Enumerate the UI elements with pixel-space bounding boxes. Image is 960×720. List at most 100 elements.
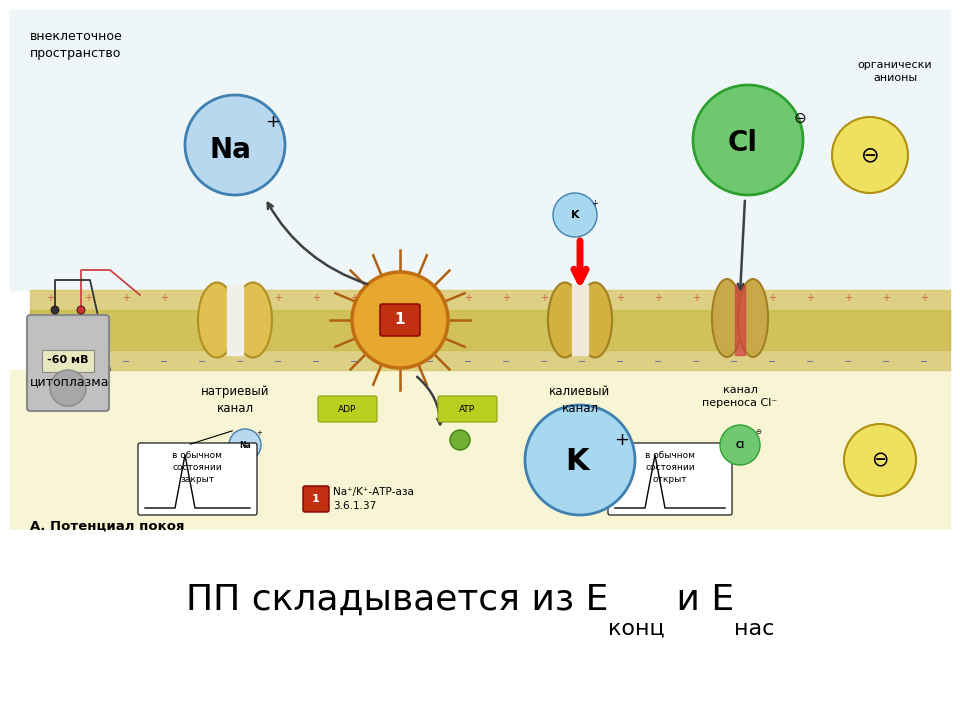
Circle shape	[51, 306, 59, 314]
Text: Cl: Cl	[735, 441, 745, 449]
Text: ⊖: ⊖	[756, 429, 761, 435]
Ellipse shape	[198, 282, 236, 358]
Text: +: +	[84, 293, 92, 303]
Text: −: −	[236, 357, 244, 367]
Circle shape	[832, 117, 908, 193]
Text: −: −	[616, 357, 624, 367]
Text: +: +	[266, 113, 280, 131]
Text: −: −	[844, 357, 852, 367]
Text: +: +	[502, 293, 510, 303]
Text: +: +	[730, 293, 738, 303]
Text: −: −	[312, 357, 320, 367]
Text: -60 мВ: -60 мВ	[47, 355, 88, 365]
Text: −: −	[274, 357, 282, 367]
FancyBboxPatch shape	[318, 396, 377, 422]
Text: +: +	[350, 293, 358, 303]
Text: −: −	[502, 357, 510, 367]
Text: +: +	[464, 293, 472, 303]
Text: −: −	[654, 357, 662, 367]
Text: +: +	[844, 293, 852, 303]
Text: цитоплазма: цитоплазма	[30, 375, 109, 388]
Text: натриевый
канал: натриевый канал	[201, 385, 269, 415]
Text: −: −	[920, 357, 928, 367]
Text: +: +	[122, 293, 130, 303]
Text: +: +	[160, 293, 168, 303]
FancyBboxPatch shape	[608, 443, 732, 515]
Text: +: +	[616, 293, 624, 303]
Text: и Е: и Е	[664, 583, 733, 617]
Text: +: +	[768, 293, 776, 303]
Text: +: +	[578, 293, 586, 303]
Text: +: +	[806, 293, 814, 303]
Text: −: −	[122, 357, 130, 367]
Text: А. Потенциал покоя: А. Потенциал покоя	[30, 520, 184, 533]
Text: K: K	[565, 448, 588, 477]
Text: +: +	[540, 293, 548, 303]
Text: +: +	[46, 293, 54, 303]
Ellipse shape	[578, 282, 612, 358]
Text: ⊖: ⊖	[861, 145, 879, 165]
FancyBboxPatch shape	[380, 304, 420, 336]
Bar	[42, 350, 94, 372]
Text: +: +	[236, 293, 244, 303]
Ellipse shape	[738, 279, 768, 357]
Text: ⊖: ⊖	[794, 110, 806, 125]
Text: нас: нас	[733, 619, 775, 639]
Text: −: −	[46, 357, 54, 367]
Ellipse shape	[234, 282, 272, 358]
Text: K: K	[571, 210, 579, 220]
Text: −: −	[198, 357, 206, 367]
Ellipse shape	[548, 282, 582, 358]
Text: −: −	[806, 357, 814, 367]
Text: ADP: ADP	[338, 405, 356, 413]
Text: в обычном
состоянии
открыт: в обычном состоянии открыт	[645, 451, 695, 484]
Text: +: +	[654, 293, 662, 303]
Text: −: −	[768, 357, 776, 367]
Text: −: −	[84, 357, 92, 367]
FancyBboxPatch shape	[27, 315, 109, 411]
Ellipse shape	[712, 279, 742, 357]
Text: +: +	[920, 293, 928, 303]
Circle shape	[844, 424, 916, 496]
Text: +: +	[882, 293, 890, 303]
Text: −: −	[464, 357, 472, 367]
Text: Na⁺/K⁺-АТР-аза
3.6.1.37: Na⁺/K⁺-АТР-аза 3.6.1.37	[333, 487, 414, 510]
Text: конц: конц	[608, 619, 664, 639]
Text: Na: Na	[209, 136, 251, 164]
Circle shape	[450, 430, 470, 450]
Circle shape	[720, 425, 760, 465]
Text: +: +	[426, 293, 434, 303]
Text: 1: 1	[312, 494, 320, 504]
Text: −: −	[350, 357, 358, 367]
Text: Na: Na	[239, 441, 251, 449]
Circle shape	[693, 85, 803, 195]
Text: +: +	[692, 293, 700, 303]
Text: −: −	[578, 357, 586, 367]
FancyBboxPatch shape	[303, 486, 329, 512]
Text: −: −	[882, 357, 890, 367]
Circle shape	[229, 429, 261, 461]
Text: −: −	[160, 357, 168, 367]
Text: +: +	[198, 293, 206, 303]
Circle shape	[352, 272, 448, 368]
FancyBboxPatch shape	[438, 396, 497, 422]
Text: +: +	[274, 293, 282, 303]
Circle shape	[553, 193, 597, 237]
Circle shape	[50, 370, 86, 406]
Text: ATP: ATP	[459, 405, 475, 413]
Text: +: +	[388, 293, 396, 303]
Text: внеклеточное
пространство: внеклеточное пространство	[30, 30, 123, 60]
Text: −: −	[540, 357, 548, 367]
Circle shape	[525, 405, 635, 515]
Text: +: +	[591, 199, 598, 209]
Text: +: +	[312, 293, 320, 303]
Text: Cl: Cl	[728, 129, 758, 157]
Text: органически
анионы: органически анионы	[857, 60, 932, 84]
Text: −: −	[692, 357, 700, 367]
Text: +: +	[614, 431, 630, 449]
Text: −: −	[730, 357, 738, 367]
Text: −: −	[388, 357, 396, 367]
Circle shape	[77, 306, 85, 314]
Text: ⊖: ⊖	[872, 450, 889, 470]
Text: ПП складывается из Е: ПП складывается из Е	[185, 583, 608, 617]
